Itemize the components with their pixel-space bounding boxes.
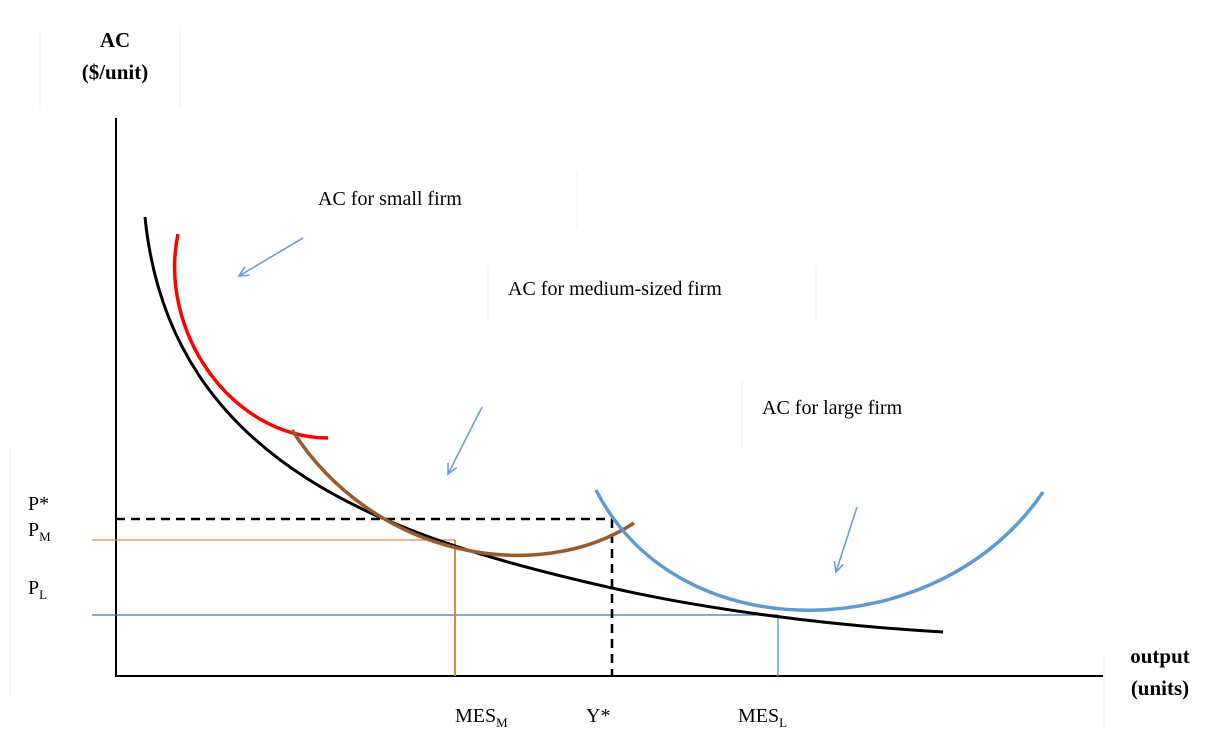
y-axis-label-line2: ($/unit)	[81, 60, 149, 84]
y-axis-label-line1: AC	[99, 28, 131, 52]
label-p-star: P*	[28, 493, 50, 515]
x-axis-label: output (units)	[1120, 640, 1200, 704]
arrow-small-firm	[239, 237, 304, 276]
label-ac-small-firm: AC for small firm	[318, 188, 462, 210]
arrow-medium-firm	[448, 406, 483, 474]
label-mes-l-sub: L	[779, 715, 788, 730]
ac-large-firm-curve	[594, 489, 1045, 612]
label-p-l: PL	[28, 577, 48, 602]
label-mes-m-main: MES	[455, 705, 497, 727]
x-axis-label-line1: output	[1130, 644, 1190, 668]
label-ac-large-firm: AC for large firm	[762, 397, 903, 419]
label-p-l-sub: L	[39, 587, 48, 602]
label-p-m-main: P	[28, 519, 40, 541]
arrow-large-firm	[836, 506, 858, 572]
label-ac-medium-firm: AC for medium-sized firm	[508, 278, 722, 300]
long-run-ac-curve	[143, 216, 944, 634]
label-mes-l-main: MES	[738, 705, 780, 727]
y-axis-label: AC ($/unit)	[60, 24, 170, 88]
label-mes-l: MESL	[738, 705, 788, 730]
ac-medium-firm-curve	[290, 429, 635, 558]
label-mes-m: MESM	[455, 705, 508, 730]
label-p-m-sub: M	[39, 529, 51, 544]
label-p-m: PM	[28, 519, 51, 544]
label-mes-m-sub: M	[496, 715, 508, 730]
ac-small-firm-curve	[172, 233, 329, 440]
x-axis-label-line2: (units)	[1130, 676, 1190, 700]
label-p-l-main: P	[28, 577, 40, 599]
label-y-star: Y*	[586, 705, 611, 727]
